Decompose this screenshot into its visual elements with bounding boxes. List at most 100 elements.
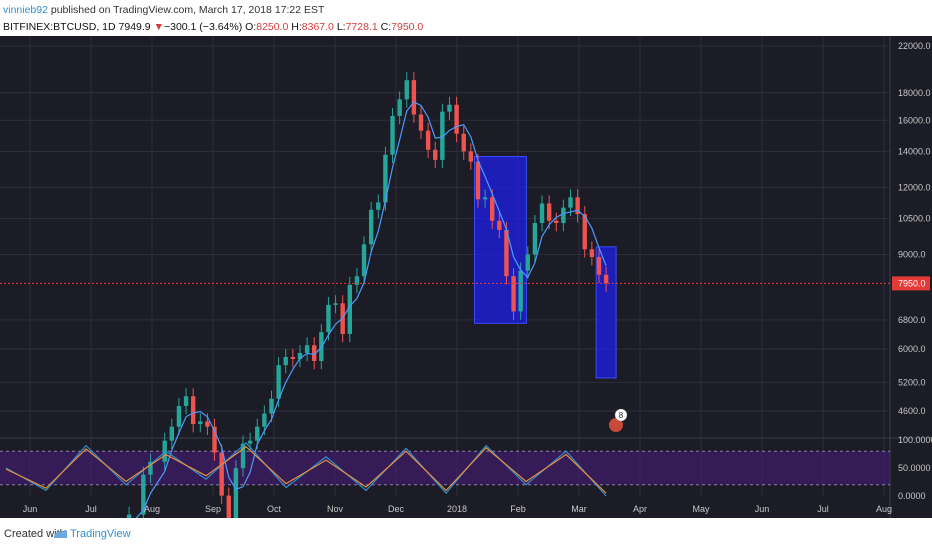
price-tick-label: 4600.0 xyxy=(898,406,926,416)
tradingview-link[interactable]: TradingView xyxy=(70,528,131,540)
candle-body xyxy=(454,104,459,134)
candle-body xyxy=(312,345,317,361)
time-tick-label: Jun xyxy=(755,504,770,514)
candle-body xyxy=(141,474,146,515)
time-tick-label: Apr xyxy=(633,504,647,514)
candle-body xyxy=(255,426,260,441)
oscillator-tick-label: 0.0000 xyxy=(898,491,926,501)
candlesticks xyxy=(126,72,609,518)
time-tick-label: Jul xyxy=(85,504,97,514)
time-tick-label: Jun xyxy=(23,504,38,514)
candle-body xyxy=(575,197,580,215)
chart-area[interactable]: 4600.0 5200.0 6000.0 6800.0 9000.0 10500.0 120… xyxy=(0,36,932,518)
candle-body xyxy=(504,229,509,277)
candle-body xyxy=(461,133,466,152)
candle-body xyxy=(148,461,153,475)
candle-body xyxy=(468,151,474,162)
chart-canvas[interactable]: 4600.0 5200.0 6000.0 6800.0 9000.0 10500.0 120… xyxy=(0,36,932,518)
candle-body xyxy=(561,207,566,223)
candle-body xyxy=(447,104,452,112)
candle-body xyxy=(162,440,167,462)
stochastic-band-fill xyxy=(0,451,890,485)
flag-icon[interactable] xyxy=(609,418,623,432)
publish-info: published on TradingView.com, March 17, … xyxy=(47,4,325,16)
candle-body xyxy=(383,154,388,203)
close-label: C: xyxy=(380,21,392,33)
price-tick-label: 22000.0 xyxy=(898,41,931,51)
symbol-label[interactable]: BITFINEX:BTCUSD, 1D xyxy=(3,21,116,33)
chart-header: vinnieb92 published on TradingView.com, … xyxy=(0,0,932,36)
candle-body xyxy=(233,468,239,518)
time-axis[interactable]: Jun Jul Aug Sep Oct Nov Dec 2018 Feb Mar Apr May Jun… xyxy=(23,504,892,514)
candle-body xyxy=(361,244,367,277)
candle-body xyxy=(247,440,253,444)
time-tick-label: Oct xyxy=(267,504,282,514)
candle-body xyxy=(269,398,274,414)
badge-bubble xyxy=(614,408,628,422)
candle-body xyxy=(511,276,516,312)
publish-line: vinnieb92 published on TradingView.com, … xyxy=(3,4,324,16)
candle-body xyxy=(433,149,438,160)
candle-body xyxy=(497,220,502,230)
oscillator-tick-label: 100.0000 xyxy=(898,435,932,445)
low-value: 7728.1 xyxy=(345,21,378,33)
candle-body xyxy=(183,396,189,406)
oscillator-tick-label: 50.0000 xyxy=(898,463,931,473)
candle-body xyxy=(440,111,445,160)
candle-body xyxy=(198,421,203,425)
time-tick-label: Nov xyxy=(327,504,344,514)
moving-average xyxy=(135,101,607,518)
price-tick-label: 14000.0 xyxy=(898,146,931,156)
author-link[interactable]: vinnieb92 xyxy=(3,4,48,16)
range-boxes xyxy=(474,155,617,379)
price-tick-label: 6000.0 xyxy=(898,344,926,354)
candle-body xyxy=(539,203,545,223)
candle-body xyxy=(240,443,246,469)
stochastic-series-line xyxy=(5,445,607,494)
candle-body xyxy=(333,303,338,305)
open-value: 8250.0 xyxy=(256,21,289,33)
candle-body xyxy=(475,161,481,200)
candle-body xyxy=(169,426,175,441)
low-label: L: xyxy=(336,21,346,33)
candle-body xyxy=(297,352,303,359)
price-tag-box xyxy=(892,276,930,291)
price-axis[interactable]: 4600.0 5200.0 6000.0 6800.0 9000.0 10500.0 120… xyxy=(892,41,932,501)
candle-body xyxy=(390,115,395,155)
time-tick-label: Aug xyxy=(144,504,160,514)
candle-body xyxy=(190,396,196,425)
price-tag-label: 7950.0 xyxy=(898,278,926,288)
candle-body xyxy=(262,413,267,427)
price-tick-label: 18000.0 xyxy=(898,88,931,98)
candle-body xyxy=(290,356,296,359)
candle-body xyxy=(411,80,417,115)
time-tick-label: May xyxy=(692,504,710,514)
candle-body xyxy=(226,495,231,518)
open-label: O: xyxy=(245,21,257,33)
candle-body xyxy=(376,202,381,210)
event-flag[interactable]: 8 xyxy=(609,408,628,432)
candle-body xyxy=(482,197,488,200)
grid-lines xyxy=(0,36,932,518)
candle-body xyxy=(126,514,132,518)
created-with-label: Created with xyxy=(4,528,66,540)
close-value: 7950.0 xyxy=(391,21,424,33)
candle-body xyxy=(368,209,374,245)
candle-body xyxy=(354,276,360,285)
moving-average-path xyxy=(135,101,607,518)
range-box xyxy=(474,155,527,324)
candle-body xyxy=(532,222,538,255)
last-price: 7949.9 xyxy=(118,21,151,33)
candle-body xyxy=(212,426,217,453)
candle-body xyxy=(276,365,281,399)
ohlc-line: BITFINEX:BTCUSD, 1D 7949.9 ▼−300.1 (−3.6… xyxy=(3,21,423,33)
candle-body xyxy=(425,130,431,150)
time-tick-label: Sep xyxy=(205,504,221,514)
stochastic-lines xyxy=(5,441,607,497)
candle-body xyxy=(546,203,552,221)
candle-body xyxy=(326,304,331,333)
range-box xyxy=(595,246,617,379)
time-tick-label: 2018 xyxy=(447,504,467,514)
candle-body xyxy=(489,197,495,221)
down-arrow-icon: ▼ xyxy=(153,21,164,33)
